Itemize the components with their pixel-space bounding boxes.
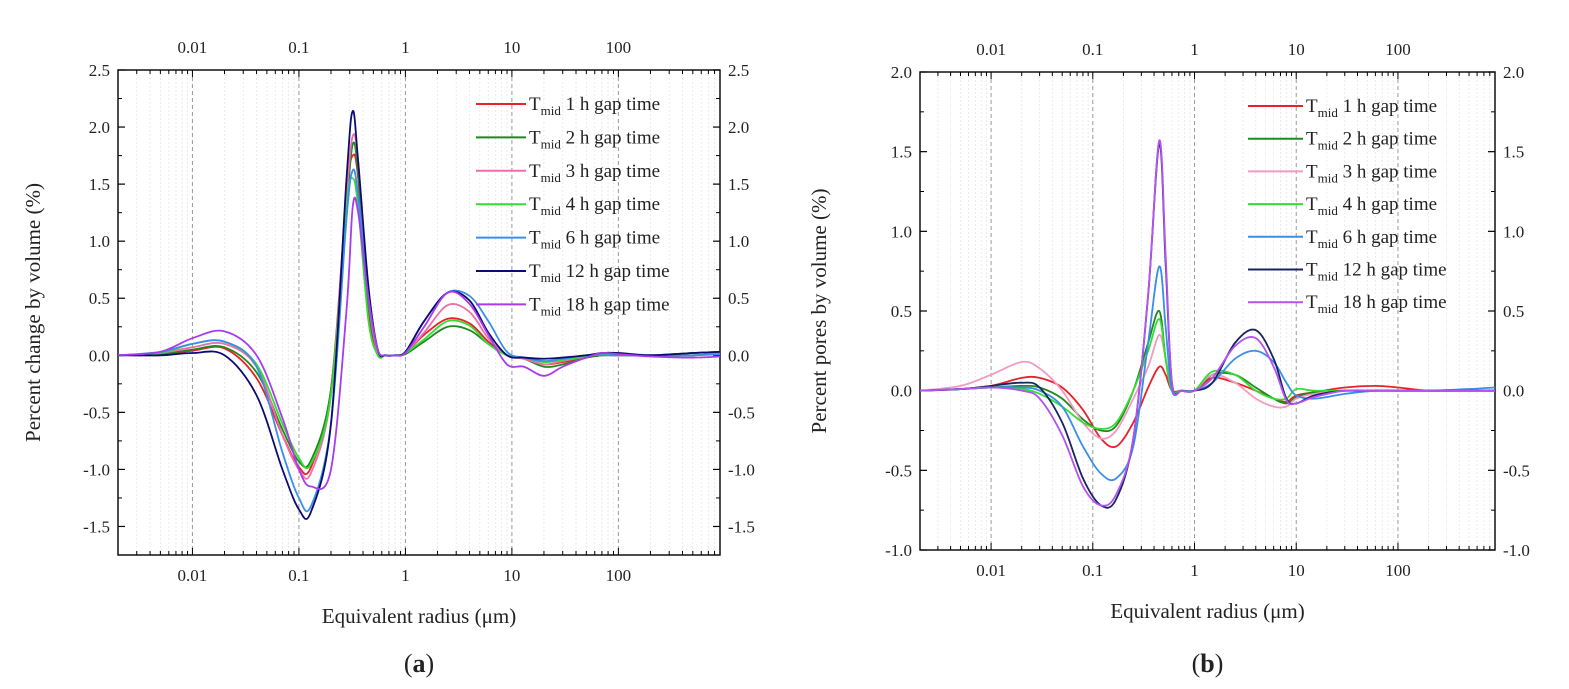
y-tick-label-left: 0.0: [89, 346, 110, 365]
chart-panel-a: -1.5 -1.5 -1.0 -1.0 -0.5 -0.5 0.0 0.0 0.5 0.5 1.0 1…: [21, 38, 755, 678]
x-axis-title: Equivalent radius (μm): [322, 604, 516, 628]
y-tick-label-right: -1.0: [728, 460, 755, 479]
y-tick-label-left: 0.5: [89, 289, 110, 308]
legend-entry-label: Tmid 4 h gap time: [1306, 194, 1437, 218]
legend-entry-label: Tmid 2 h gap time: [1306, 129, 1437, 153]
x-tick-label-top: 0.1: [288, 38, 309, 57]
y-tick-label-right: 2.0: [728, 118, 749, 137]
x-tick-label-top: 100: [1385, 40, 1411, 59]
y-tick-label-left: -0.5: [83, 403, 110, 422]
chart-panel-b: -1.0 -1.0 -0.5 -0.5 0.0 0.0 0.5 0.5 1.0 1.0 1.5 1.5…: [807, 40, 1530, 678]
legend-entry-label: Tmid 1 h gap time: [529, 94, 660, 118]
y-tick-label-left: 2.5: [89, 61, 110, 80]
y-tick-label-left: 0.0: [891, 382, 912, 401]
legend-entry-label: Tmid 18 h gap time: [1306, 292, 1447, 316]
x-tick-label-top: 100: [606, 38, 632, 57]
y-tick-label-right: 1.0: [728, 232, 749, 251]
y-tick-label-left: -0.5: [885, 461, 912, 480]
y-tick-label-right: 0.5: [1503, 302, 1524, 321]
legend-entry-label: Tmid 4 h gap time: [529, 194, 660, 218]
y-tick-label-left: 1.5: [891, 143, 912, 162]
y-tick-label-right: 0.0: [1503, 382, 1524, 401]
series-line-4: [118, 176, 720, 470]
x-tick-label-bottom: 10: [1288, 561, 1305, 580]
y-tick-label-right: 2.0: [1503, 63, 1524, 82]
x-tick-label-bottom: 0.1: [1082, 561, 1103, 580]
x-tick-label-top: 0.01: [178, 38, 208, 57]
y-tick-label-left: -1.0: [83, 460, 110, 479]
series-line-7: [118, 196, 720, 490]
x-tick-label-top: 1: [401, 38, 410, 57]
y-tick-label-right: 0.5: [728, 289, 749, 308]
x-tick-label-bottom: 0.1: [288, 566, 309, 585]
x-tick-label-bottom: 100: [606, 566, 632, 585]
legend-entry-label: Tmid 2 h gap time: [529, 127, 660, 151]
y-tick-label-left: 0.5: [891, 302, 912, 321]
series-line-4: [920, 318, 1495, 430]
legend-entry-label: Tmid 12 h gap time: [1306, 260, 1447, 284]
x-tick-label-bottom: 0.01: [976, 561, 1006, 580]
y-tick-label-right: -0.5: [728, 403, 755, 422]
y-tick-label-right: 1.5: [728, 175, 749, 194]
y-tick-label-left: 1.5: [89, 175, 110, 194]
legend-entry-label: Tmid 12 h gap time: [529, 261, 670, 285]
x-tick-label-bottom: 1: [1190, 561, 1199, 580]
x-tick-label-bottom: 1: [401, 566, 410, 585]
x-tick-label-bottom: 0.01: [178, 566, 208, 585]
x-tick-label-top: 0.1: [1082, 40, 1103, 59]
x-tick-label-bottom: 100: [1385, 561, 1411, 580]
y-tick-label-right: -0.5: [1503, 461, 1530, 480]
y-tick-label-left: 2.0: [89, 118, 110, 137]
y-tick-label-left: -1.0: [885, 541, 912, 560]
y-tick-label-left: 2.0: [891, 63, 912, 82]
y-axis-title: Percent pores by volume (%): [807, 189, 831, 434]
plot-frame: [117, 69, 721, 556]
x-tick-label-top: 0.01: [976, 40, 1006, 59]
x-tick-label-top: 10: [1288, 40, 1305, 59]
x-axis-title: Equivalent radius (μm): [1110, 599, 1304, 623]
series-line-2: [920, 310, 1495, 433]
legend-entry-label: Tmid 6 h gap time: [1306, 227, 1437, 251]
y-tick-label-right: -1.5: [728, 517, 755, 536]
legend-entry-label: Tmid 3 h gap time: [1306, 161, 1437, 185]
y-tick-label-left: 1.0: [891, 222, 912, 241]
legend-entry-label: Tmid 1 h gap time: [1306, 96, 1437, 120]
legend-entry-label: Tmid 18 h gap time: [529, 294, 670, 318]
legend-entry-label: Tmid 3 h gap time: [529, 161, 660, 185]
y-tick-label-left: 1.0: [89, 232, 110, 251]
series-line-7: [920, 139, 1495, 507]
x-tick-label-top: 10: [503, 38, 520, 57]
y-tick-label-right: 1.0: [1503, 222, 1524, 241]
legend-entry-label: Tmid 6 h gap time: [529, 228, 660, 252]
y-tick-label-right: -1.0: [1503, 541, 1530, 560]
y-tick-label-right: 0.0: [728, 346, 749, 365]
y-tick-label-right: 1.5: [1503, 143, 1524, 162]
y-axis-title: Percent change by volume (%): [21, 183, 45, 442]
y-tick-label-right: 2.5: [728, 61, 749, 80]
x-tick-label-top: 1: [1190, 40, 1199, 59]
x-tick-label-bottom: 10: [503, 566, 520, 585]
panel-label: (b): [1192, 649, 1224, 678]
panel-label: (a): [404, 649, 434, 678]
y-tick-label-left: -1.5: [83, 517, 110, 536]
